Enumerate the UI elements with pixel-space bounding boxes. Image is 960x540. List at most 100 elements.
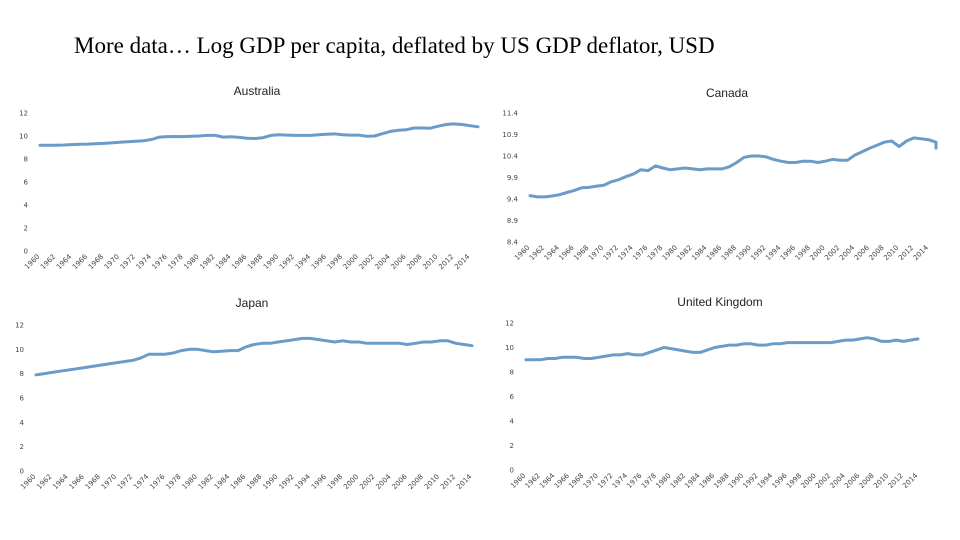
x-tick-label-united-kingdom: 1966	[553, 471, 572, 490]
x-tick-label-united-kingdom: 1970	[582, 472, 600, 490]
x-tick-label-canada: 1988	[720, 244, 738, 262]
x-tick-label-australia: 1970	[103, 253, 121, 271]
x-tick-label-canada: 1976	[631, 243, 650, 262]
x-tick-label-united-kingdom: 1990	[727, 472, 745, 490]
y-tick-label-united-kingdom: 12	[505, 320, 514, 328]
series-line-japan	[34, 336, 474, 377]
x-tick-label-canada: 1964	[543, 243, 562, 262]
x-tick-label-japan: 2000	[342, 473, 360, 491]
y-tick-label-canada: 9.9	[507, 174, 518, 182]
x-tick-label-united-kingdom: 2000	[800, 472, 818, 490]
y-tick-label-united-kingdom: 8	[510, 369, 514, 377]
x-tick-label-united-kingdom: 1982	[669, 472, 687, 490]
y-tick-label-united-kingdom: 10	[505, 344, 514, 352]
x-tick-label-japan: 2004	[374, 472, 393, 491]
x-tick-label-japan: 2002	[358, 473, 376, 491]
x-tick-label-canada: 2006	[853, 243, 872, 262]
x-tick-label-united-kingdom: 1984	[683, 471, 702, 490]
x-tick-label-united-kingdom: 1996	[770, 471, 789, 490]
chart-title-japan: Japan	[236, 296, 269, 310]
x-tick-label-canada: 1962	[528, 244, 546, 262]
x-tick-label-australia: 1986	[230, 252, 249, 271]
x-tick-label-canada: 1970	[587, 244, 605, 262]
x-tick-label-australia: 1968	[87, 253, 105, 271]
x-tick-label-canada: 2010	[882, 244, 900, 262]
x-tick-label-united-kingdom: 1986	[698, 471, 717, 490]
x-tick-label-australia: 2014	[453, 252, 472, 271]
x-tick-label-canada: 1986	[705, 243, 724, 262]
x-tick-label-canada: 2008	[867, 244, 885, 262]
y-tick-label-japan: 6	[20, 395, 25, 403]
x-tick-label-united-kingdom: 2014	[901, 471, 920, 490]
x-tick-label-canada: 1984	[690, 243, 709, 262]
x-tick-label-japan: 2008	[407, 473, 425, 491]
x-tick-label-japan: 1974	[132, 472, 151, 491]
x-tick-label-united-kingdom: 2006	[843, 471, 862, 490]
y-tick-label-japan: 2	[20, 443, 24, 451]
x-tick-label-canada: 2000	[808, 244, 826, 262]
x-tick-label-japan: 2012	[439, 473, 457, 491]
x-tick-label-united-kingdom: 1962	[524, 472, 542, 490]
x-tick-label-japan: 1992	[278, 473, 296, 491]
x-tick-label-australia: 1976	[151, 252, 170, 271]
x-tick-label-japan: 1970	[100, 473, 118, 491]
x-tick-label-australia: 2000	[342, 253, 360, 271]
x-tick-label-australia: 2004	[374, 252, 393, 271]
x-tick-label-australia: 1988	[246, 253, 264, 271]
x-tick-label-canada: 1998	[794, 244, 812, 262]
x-tick-label-australia: 1974	[135, 252, 154, 271]
x-tick-label-japan: 1968	[84, 473, 102, 491]
x-tick-label-japan: 1964	[51, 472, 70, 491]
x-tick-label-japan: 2010	[423, 473, 441, 491]
x-tick-label-japan: 1976	[148, 472, 167, 491]
x-tick-label-australia: 2006	[389, 252, 408, 271]
x-tick-label-australia: 1966	[71, 252, 90, 271]
x-tick-label-australia: 2010	[421, 253, 439, 271]
x-tick-label-japan: 2006	[391, 472, 410, 491]
x-tick-label-canada: 2002	[823, 244, 841, 262]
x-tick-label-canada: 1994	[764, 243, 783, 262]
x-tick-label-united-kingdom: 1998	[785, 472, 803, 490]
series-line-united-kingdom	[524, 336, 920, 362]
series-line-canada	[528, 136, 938, 199]
x-tick-label-japan: 1972	[116, 473, 134, 491]
x-tick-label-australia: 2002	[358, 253, 376, 271]
y-tick-label-japan: 4	[20, 419, 25, 427]
y-tick-label-canada: 8.9	[507, 217, 518, 225]
y-tick-label-australia: 6	[24, 179, 29, 187]
x-tick-label-japan: 1980	[181, 473, 199, 491]
x-tick-label-japan: 1988	[245, 473, 263, 491]
y-tick-label-japan: 8	[20, 370, 24, 378]
x-tick-label-australia: 1962	[39, 253, 57, 271]
x-tick-label-united-kingdom: 2004	[829, 471, 848, 490]
x-tick-label-canada: 1996	[779, 243, 798, 262]
x-tick-label-japan: 1982	[197, 473, 215, 491]
x-tick-label-australia: 2008	[405, 253, 423, 271]
x-tick-label-australia: 1984	[214, 252, 233, 271]
x-tick-label-canada: 2014	[912, 243, 931, 262]
chart-title-canada: Canada	[706, 86, 748, 100]
y-tick-label-australia: 2	[24, 225, 28, 233]
x-tick-label-australia: 1980	[182, 253, 200, 271]
x-tick-label-japan: 1996	[310, 472, 329, 491]
y-tick-label-canada: 11.4	[502, 110, 518, 118]
x-tick-label-united-kingdom: 1978	[640, 472, 658, 490]
x-tick-label-japan: 1994	[294, 472, 313, 491]
x-tick-label-canada: 1990	[735, 244, 753, 262]
x-tick-label-canada: 1980	[661, 244, 679, 262]
x-tick-label-japan: 1978	[164, 473, 182, 491]
x-tick-label-united-kingdom: 1994	[756, 471, 775, 490]
x-tick-label-united-kingdom: 2012	[887, 472, 905, 490]
x-tick-label-canada: 2012	[897, 244, 915, 262]
x-tick-label-united-kingdom: 2010	[872, 472, 890, 490]
x-tick-label-australia: 1972	[119, 253, 137, 271]
x-tick-label-united-kingdom: 1992	[741, 472, 759, 490]
y-tick-label-united-kingdom: 4	[510, 418, 515, 426]
x-tick-label-united-kingdom: 1980	[654, 472, 672, 490]
x-tick-label-australia: 1978	[166, 253, 184, 271]
x-tick-label-united-kingdom: 1988	[712, 472, 730, 490]
x-tick-label-australia: 1996	[310, 252, 329, 271]
y-tick-label-canada: 9.4	[507, 196, 519, 204]
x-tick-label-canada: 1978	[646, 244, 664, 262]
